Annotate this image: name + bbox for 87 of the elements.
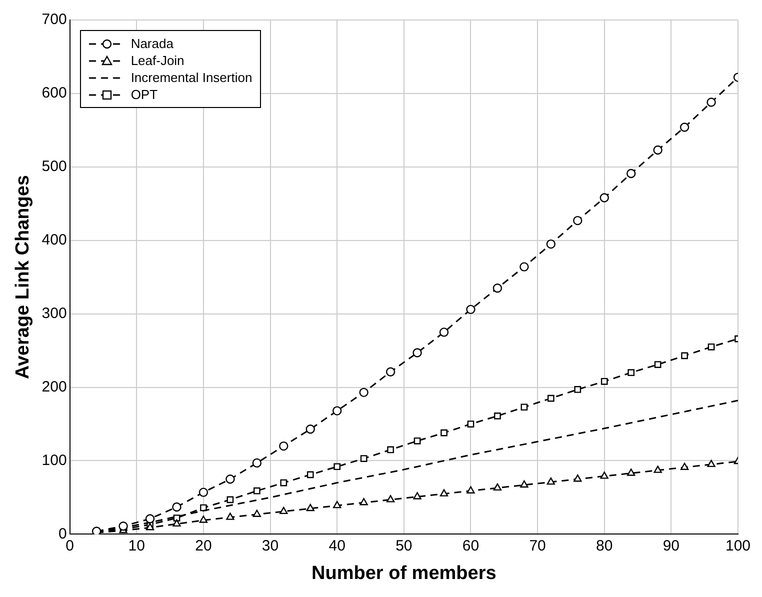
point <box>493 483 502 491</box>
y-tick-label: 700 <box>42 11 67 28</box>
point <box>306 424 315 434</box>
point <box>626 168 636 178</box>
point <box>334 463 341 470</box>
point <box>653 145 662 155</box>
point <box>280 479 288 486</box>
y-tick-label: 600 <box>42 84 67 102</box>
point <box>680 122 690 132</box>
point <box>520 404 528 411</box>
x-tick-label: 30 <box>262 537 279 554</box>
point <box>387 446 394 454</box>
point <box>600 193 609 202</box>
point <box>226 496 234 504</box>
y-axis-title: Average Link Changes <box>12 175 34 380</box>
point <box>414 437 421 444</box>
point <box>492 284 502 293</box>
point <box>439 328 449 337</box>
legend-label: Leaf-Join <box>130 52 184 69</box>
x-tick-label: 50 <box>396 537 412 554</box>
point <box>226 474 235 484</box>
point <box>279 441 288 451</box>
point <box>654 361 662 368</box>
point <box>520 262 529 272</box>
x-tick-label: 80 <box>596 537 613 554</box>
point <box>494 412 501 420</box>
point <box>306 471 314 478</box>
point <box>547 394 554 402</box>
point <box>412 348 422 358</box>
point <box>681 352 688 360</box>
point <box>440 429 448 436</box>
point <box>466 304 476 314</box>
point <box>280 506 288 514</box>
x-tick-label: 90 <box>662 537 680 554</box>
point <box>573 216 582 226</box>
point <box>145 514 155 524</box>
point <box>306 504 314 512</box>
point <box>680 462 689 470</box>
y-tick-label: 300 <box>42 304 67 322</box>
point <box>574 474 582 482</box>
y-tick-label: 200 <box>42 378 67 396</box>
y-tick-label: 500 <box>42 158 67 176</box>
point <box>226 512 234 520</box>
point <box>466 486 475 494</box>
point <box>546 239 556 249</box>
legend-label: OPT <box>130 86 158 103</box>
point <box>253 487 260 494</box>
point <box>332 406 342 416</box>
point <box>706 98 716 107</box>
point <box>252 458 262 468</box>
point <box>199 516 208 523</box>
point <box>252 510 261 517</box>
point <box>172 502 182 512</box>
x-tick-label: 20 <box>195 537 212 554</box>
point <box>627 468 636 476</box>
point <box>172 519 181 527</box>
point <box>654 466 662 473</box>
point <box>708 343 715 350</box>
point <box>198 488 208 497</box>
point <box>546 477 555 485</box>
point <box>333 500 342 508</box>
point <box>574 386 582 393</box>
point <box>600 472 608 479</box>
point <box>386 495 395 502</box>
point <box>359 388 368 398</box>
point <box>600 378 608 385</box>
point <box>520 480 528 488</box>
point <box>386 367 396 376</box>
point <box>707 460 716 468</box>
point <box>628 369 635 376</box>
y-tick-label: 100 <box>42 452 67 469</box>
x-tick-label: 10 <box>128 537 145 554</box>
point <box>360 498 368 506</box>
y-tick-label: 0 <box>58 525 67 542</box>
legend-label: Narada <box>130 35 174 52</box>
point <box>440 489 448 496</box>
x-axis-title: Number of members <box>312 562 496 584</box>
point <box>467 420 474 428</box>
legend-label: Incremental Insertion <box>130 69 252 86</box>
x-tick-label: 70 <box>529 537 546 554</box>
point <box>413 492 422 500</box>
x-tick-label: 40 <box>328 537 346 554</box>
x-tick-label: 100 <box>725 537 751 554</box>
point <box>118 522 128 531</box>
x-tick-label: 60 <box>462 537 480 554</box>
point <box>360 455 368 462</box>
y-tick-label: 400 <box>42 232 67 249</box>
